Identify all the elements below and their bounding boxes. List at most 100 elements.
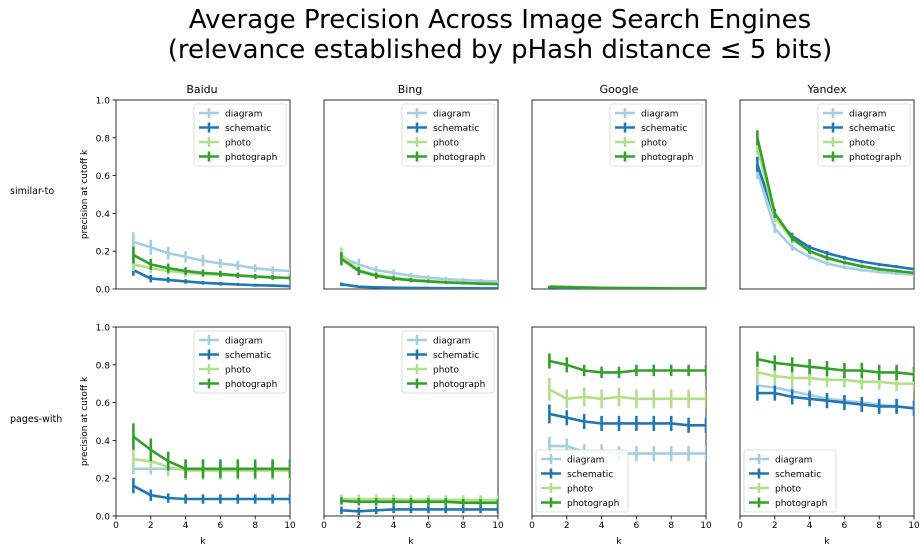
pages-with-yandex-legend-label-photo: photo: [775, 485, 801, 495]
similar-to-yandex-series-photograph: [756, 137, 914, 275]
pages-with-yandex-plot-area: [756, 351, 914, 416]
pages-with-bing-xlabel: k: [408, 537, 414, 546]
pages-with-baidu-ytick-label: 0.8: [96, 361, 111, 371]
pages-with-yandex-xtick-label: 4: [807, 521, 813, 531]
pages-with-yandex-xtick-label: 8: [876, 521, 882, 531]
pages-with-baidu-legend-label-photo: photo: [225, 366, 251, 376]
panel-pages-with-baidu: 0.0 0.2 0.4 0.6 0.8 1.0 precision at cutoff k 0…: [80, 324, 296, 546]
pages-with-google-legend-label-photograph: photograph: [567, 499, 619, 509]
pages-with-baidu-ytick-label: 0.6: [96, 399, 111, 409]
pages-with-yandex-legend-label-photograph: photograph: [775, 499, 827, 509]
similar-to-google-legend-label-diagram: diagram: [641, 110, 678, 120]
pages-with-bing-xtick-label: 8: [460, 521, 466, 531]
similar-to-yandex-legend: diagram schematic photo photograph: [817, 103, 911, 167]
pages-with-bing-xtick-label: 0: [321, 521, 327, 531]
pages-with-baidu-ytick-label: 0.0: [96, 513, 111, 523]
pages-with-bing-xtick-label: 10: [492, 521, 504, 531]
pages-with-yandex-series-schematic: [757, 391, 914, 410]
pages-with-google-legend-label-schematic: schematic: [567, 470, 613, 480]
similar-to-baidu-legend-box: [193, 103, 287, 167]
similar-to-google-legend-box: [609, 103, 703, 167]
pages-with-bing-legend-label-photograph: photograph: [433, 380, 485, 390]
pages-with-yandex-legend-box: [743, 449, 837, 513]
pages-with-bing-legend-label-photo: photo: [433, 366, 459, 376]
pages-with-google-series-photo: [548, 388, 706, 401]
pages-with-baidu-ytick-label: 1.0: [96, 324, 111, 334]
similar-to-yandex-legend-label-photo: photo: [849, 139, 875, 149]
similar-to-bing-legend-box: [401, 103, 495, 167]
pages-with-baidu-ytick-label: 0.2: [96, 475, 110, 485]
pages-with-google-xtick-label: 4: [599, 521, 605, 531]
row-label-similar-to: similar-to: [10, 186, 54, 197]
column-title-yandex: Yandex: [807, 83, 847, 96]
similar-to-baidu-ytick-label: 0.0: [96, 286, 111, 296]
similar-to-baidu-legend-label-photo: photo: [225, 139, 251, 149]
pages-with-google-series-photograph: [549, 359, 706, 374]
pages-with-baidu-legend-label-schematic: schematic: [225, 351, 271, 361]
panel-similar-to-bing: diagram schematic photo photograph: [323, 99, 499, 290]
similar-to-google-legend-label-schematic: schematic: [641, 124, 687, 134]
column-title-baidu: Baidu: [186, 83, 217, 96]
similar-to-yandex-legend-label-photograph: photograph: [849, 153, 901, 163]
pages-with-yandex-xlabel: k: [824, 537, 830, 546]
pages-with-yandex-xtick-label: 2: [772, 521, 778, 531]
pages-with-bing-legend: diagram schematic photo photograph: [401, 330, 495, 394]
similar-to-yandex-legend-label-diagram: diagram: [849, 110, 886, 120]
pages-with-baidu-plot-area: [132, 423, 290, 504]
pages-with-baidu-series-schematic: [132, 484, 290, 501]
pages-with-yandex-series-photograph: [757, 357, 914, 376]
similar-to-yandex-legend-label-schematic: schematic: [849, 124, 895, 134]
pages-with-bing-series-photograph: [341, 499, 498, 505]
subplot-grid: 0.0 0.2 0.4 0.6 0.8 1.0 precision at cutoff k d…: [80, 97, 920, 546]
column-title-google: Google: [600, 83, 639, 96]
pages-with-baidu-legend-label-photograph: photograph: [225, 380, 277, 390]
pages-with-bing-legend-label-schematic: schematic: [433, 351, 479, 361]
pages-with-bing-series-schematic: [341, 508, 498, 513]
pages-with-baidu-legend-label-diagram: diagram: [225, 337, 262, 347]
similar-to-baidu-ytick-label: 0.8: [96, 134, 111, 144]
similar-to-baidu-ytick-label: 1.0: [96, 97, 111, 107]
panel-similar-to-yandex: diagram schematic photo photograph: [739, 99, 915, 290]
pages-with-baidu-xtick-label: 2: [148, 521, 154, 531]
similar-to-baidu-series-schematic: [132, 268, 290, 288]
similar-to-baidu-plot-area: [132, 232, 290, 288]
pages-with-bing-series-photo: [341, 497, 498, 502]
similar-to-bing-plot-area: [340, 247, 498, 289]
pages-with-bing-plot-area: [340, 494, 498, 516]
pages-with-baidu-legend: diagram schematic photo photograph: [193, 330, 287, 394]
similar-to-google-plot-area: [548, 285, 706, 289]
row-label-pages-with: pages-with: [10, 414, 62, 425]
pages-with-yandex-xtick-label: 0: [737, 521, 743, 531]
pages-with-google-xtick-label: 0: [529, 521, 535, 531]
similar-to-baidu-ytick-label: 0.4: [96, 210, 111, 220]
similar-to-baidu-legend-label-schematic: schematic: [225, 124, 271, 134]
column-title-bing: Bing: [398, 83, 423, 96]
similar-to-bing-legend: diagram schematic photo photograph: [401, 103, 495, 167]
pages-with-google-legend-label-diagram: diagram: [567, 456, 604, 466]
panel-similar-to-baidu: 0.0 0.2 0.4 0.6 0.8 1.0 precision at cutoff k d…: [80, 97, 291, 296]
similar-to-baidu-ytick-label: 0.2: [96, 248, 110, 258]
similar-to-google-legend-label-photograph: photograph: [641, 153, 693, 163]
panel-pages-with-google: 0 2 4 6 8 10 k diagram schematic photo photograph: [529, 326, 712, 546]
pages-with-baidu-xtick-label: 6: [218, 521, 224, 531]
similar-to-google-series-photograph: [549, 285, 706, 289]
pages-with-google-series-schematic: [549, 412, 706, 427]
pages-with-yandex-xtick-label: 10: [908, 521, 920, 531]
pages-with-baidu-xtick-label: 0: [113, 521, 119, 531]
panel-pages-with-yandex: 0 2 4 6 8 10 k diagram schematic photo photograph: [737, 326, 920, 546]
similar-to-bing-series-schematic: [341, 283, 498, 289]
pages-with-bing-xtick-label: 4: [391, 521, 397, 531]
pages-with-baidu-legend-box: [193, 330, 287, 394]
similar-to-baidu-series-photograph: [132, 253, 290, 280]
pages-with-bing-xtick-label: 2: [356, 521, 362, 531]
pages-with-baidu-series-photograph: [132, 435, 290, 471]
pages-with-google-legend-label-photo: photo: [567, 485, 593, 495]
pages-with-bing-xtick-label: 6: [426, 521, 432, 531]
similar-to-baidu-legend: diagram schematic photo photograph: [193, 103, 287, 167]
similar-to-yandex-legend-box: [817, 103, 911, 167]
pages-with-baidu-xlabel: k: [200, 537, 206, 546]
similar-to-bing-series-diagram: [340, 255, 498, 283]
pages-with-baidu-xtick-label: 8: [252, 521, 258, 531]
similar-to-yandex-series-diagram: [756, 171, 914, 277]
